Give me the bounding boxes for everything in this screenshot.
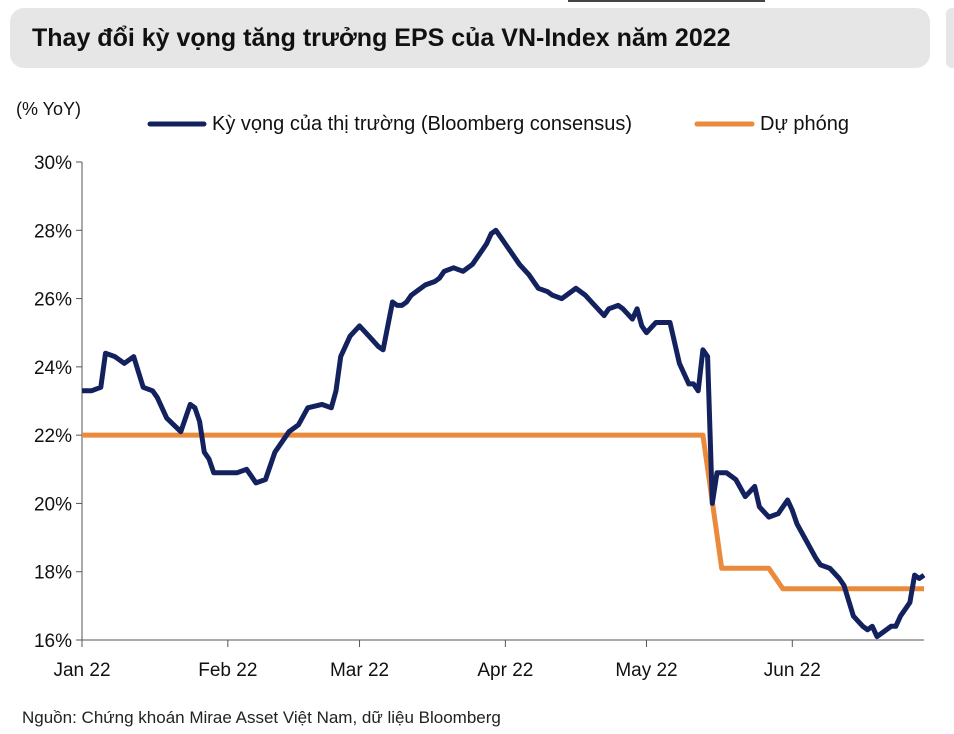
series-line-forecast — [82, 432, 924, 592]
y-tick-label: 18% — [34, 563, 72, 584]
x-tick-label: Jun 22 — [764, 660, 821, 681]
x-tick-label: May 22 — [615, 660, 677, 681]
y-tick-label: 28% — [34, 221, 72, 242]
source-note: Nguồn: Chứng khoán Mirae Asset Việt Nam,… — [22, 708, 501, 727]
y-tick-label: 16% — [34, 631, 72, 652]
x-axis-ticks: Jan 22 Feb 22 Mar 22 Apr 22 May 22 Jun 22 — [53, 640, 821, 681]
chart-title: Thay đổi kỳ vọng tăng trưởng EPS của VN-… — [32, 23, 731, 52]
legend-label-consensus: Kỳ vọng của thị trường (Bloomberg consen… — [212, 113, 632, 135]
x-tick-label: Mar 22 — [330, 660, 389, 681]
y-axis-ticks: 16% 18% 20% 22% 24% 26% 28% 30% — [34, 153, 82, 652]
y-tick-label: 20% — [34, 494, 72, 515]
y-tick-label: 26% — [34, 290, 72, 311]
y-tick-label: 24% — [34, 358, 72, 379]
x-tick-label: Jan 22 — [53, 660, 110, 681]
y-tick-label: 22% — [34, 426, 72, 447]
adjacent-panel-edge — [946, 8, 954, 68]
title-bar: Thay đổi kỳ vọng tăng trưởng EPS của VN-… — [10, 8, 930, 68]
x-tick-label: Apr 22 — [477, 660, 533, 681]
top-divider — [568, 0, 765, 2]
series-line-consensus — [82, 227, 926, 640]
y-tick-label: 30% — [34, 153, 72, 174]
legend-label-forecast: Dự phóng — [760, 113, 849, 135]
x-tick-label: Feb 22 — [198, 660, 257, 681]
legend: Kỳ vọng của thị trường (Bloomberg consen… — [147, 113, 849, 135]
y-axis-unit-label: (% YoY) — [16, 99, 81, 119]
